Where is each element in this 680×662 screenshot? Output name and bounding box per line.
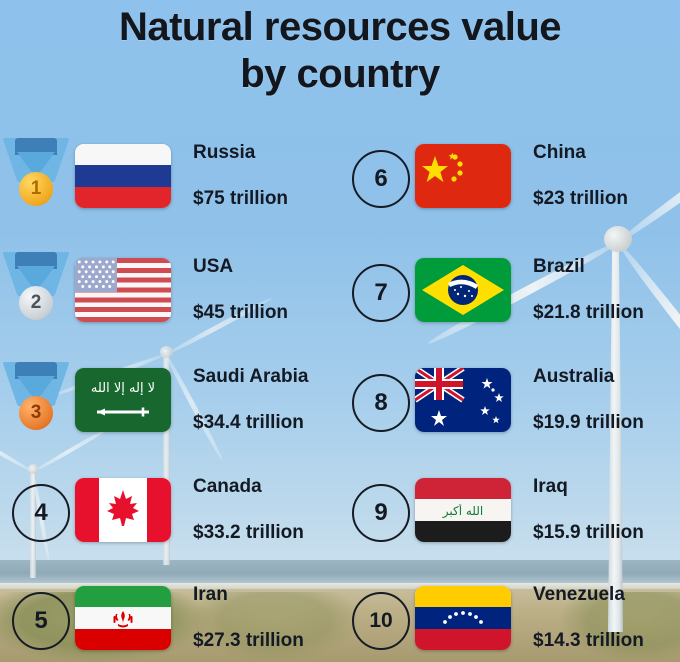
country-info: Canada $33.2 trillion [193, 476, 343, 544]
table-row: 10 Venezuela $14.3 trillion [340, 576, 680, 662]
country-info: China $23 trillion [533, 142, 680, 210]
table-row: 4 Canada $33.2 trillion [0, 468, 340, 554]
country-info: Saudi Arabia $34.4 trillion [193, 366, 343, 434]
country-name: USA [193, 256, 234, 277]
table-row: 5 Iran $27.3 trillion [0, 576, 340, 662]
flag-saudi-arabia-icon: لا إله إلا الله [75, 368, 171, 432]
country-value: $27.3 trillion [193, 630, 304, 651]
country-name: Russia [193, 142, 256, 163]
flag-usa-icon [75, 258, 171, 322]
rank-number: 1 [19, 172, 53, 206]
country-value: $14.3 trillion [533, 630, 644, 651]
rank-badge-7: 7 [348, 252, 410, 330]
rank-number: 4 [12, 484, 70, 542]
country-value: $19.9 trillion [533, 412, 644, 433]
country-info: USA $45 trillion [193, 256, 343, 324]
country-value: $21.8 trillion [533, 302, 644, 323]
country-info: Australia $19.9 trillion [533, 366, 680, 434]
country-name: Iran [193, 584, 228, 605]
country-name: China [533, 142, 586, 163]
rank-number: 5 [12, 592, 70, 650]
flag-russia-icon [75, 144, 171, 208]
table-row: 7 Brazil $21.8 trillion [340, 248, 680, 334]
country-value: $75 trillion [193, 188, 289, 209]
rank-number: 10 [352, 592, 410, 650]
medal-icon: 2 [2, 252, 70, 330]
rank-number: 3 [19, 396, 53, 430]
title-line-1: Natural resources value [118, 5, 562, 49]
scrub-patch [190, 592, 360, 662]
table-row: 9 الله أكبر Iraq $15.9 trillion [340, 468, 680, 554]
flag-iraq-icon: الله أكبر [415, 478, 511, 542]
rank-number: 7 [352, 264, 410, 322]
rank-number: 2 [19, 286, 53, 320]
flag-australia-icon [415, 368, 511, 432]
rank-badge-4: 4 [8, 472, 70, 550]
country-value: $15.9 trillion [533, 522, 644, 543]
rank-badge-5: 5 [8, 580, 70, 658]
country-name: Brazil [533, 256, 585, 277]
table-row: 3 لا إله إلا الله Saudi Arabia $34.4 tri… [0, 358, 340, 444]
country-value: $23 trillion [533, 188, 629, 209]
country-info: Iraq $15.9 trillion [533, 476, 680, 544]
flag-brazil-icon [415, 258, 511, 322]
country-value: $34.4 trillion [193, 412, 304, 433]
country-info: Venezuela $14.3 trillion [533, 584, 680, 652]
country-name: Canada [193, 476, 262, 497]
rank-number: 9 [352, 484, 410, 542]
table-row: 8 [340, 358, 680, 444]
country-name: Venezuela [533, 584, 625, 605]
title-line-2: by country [240, 52, 440, 96]
country-info: Russia $75 trillion [193, 142, 343, 210]
surf-line [0, 583, 680, 592]
country-name: Saudi Arabia [193, 366, 309, 387]
flag-venezuela-icon [415, 586, 511, 650]
table-row: 1 Russia $75 trillion [0, 134, 340, 220]
rank-badge-1: 1 [2, 138, 70, 216]
shahada-text: لا إله إلا الله [90, 382, 156, 395]
flag-canada-icon [75, 478, 171, 542]
country-value: $45 trillion [193, 302, 289, 323]
country-info: Iran $27.3 trillion [193, 584, 343, 652]
flag-china-icon [415, 144, 511, 208]
country-value: $33.2 trillion [193, 522, 304, 543]
flag-iran-icon [75, 586, 171, 650]
rank-number: 6 [352, 150, 410, 208]
rank-badge-2: 2 [2, 252, 70, 330]
takbir-text: الله أكبر [442, 504, 484, 518]
country-info: Brazil $21.8 trillion [533, 256, 680, 324]
rank-badge-10: 10 [348, 580, 410, 658]
medal-icon: 3 [2, 362, 70, 440]
table-row: 2 USA $45 trillion [0, 248, 340, 334]
table-row: 6 China $23 trillion [340, 134, 680, 220]
country-name: Iraq [533, 476, 568, 497]
rank-number: 8 [352, 374, 410, 432]
rank-badge-9: 9 [348, 472, 410, 550]
page-title: Natural resources value by country [0, 4, 680, 98]
rank-badge-6: 6 [348, 138, 410, 216]
medal-icon: 1 [2, 138, 70, 216]
rank-badge-8: 8 [348, 362, 410, 440]
country-name: Australia [533, 366, 615, 387]
rank-badge-3: 3 [2, 362, 70, 440]
